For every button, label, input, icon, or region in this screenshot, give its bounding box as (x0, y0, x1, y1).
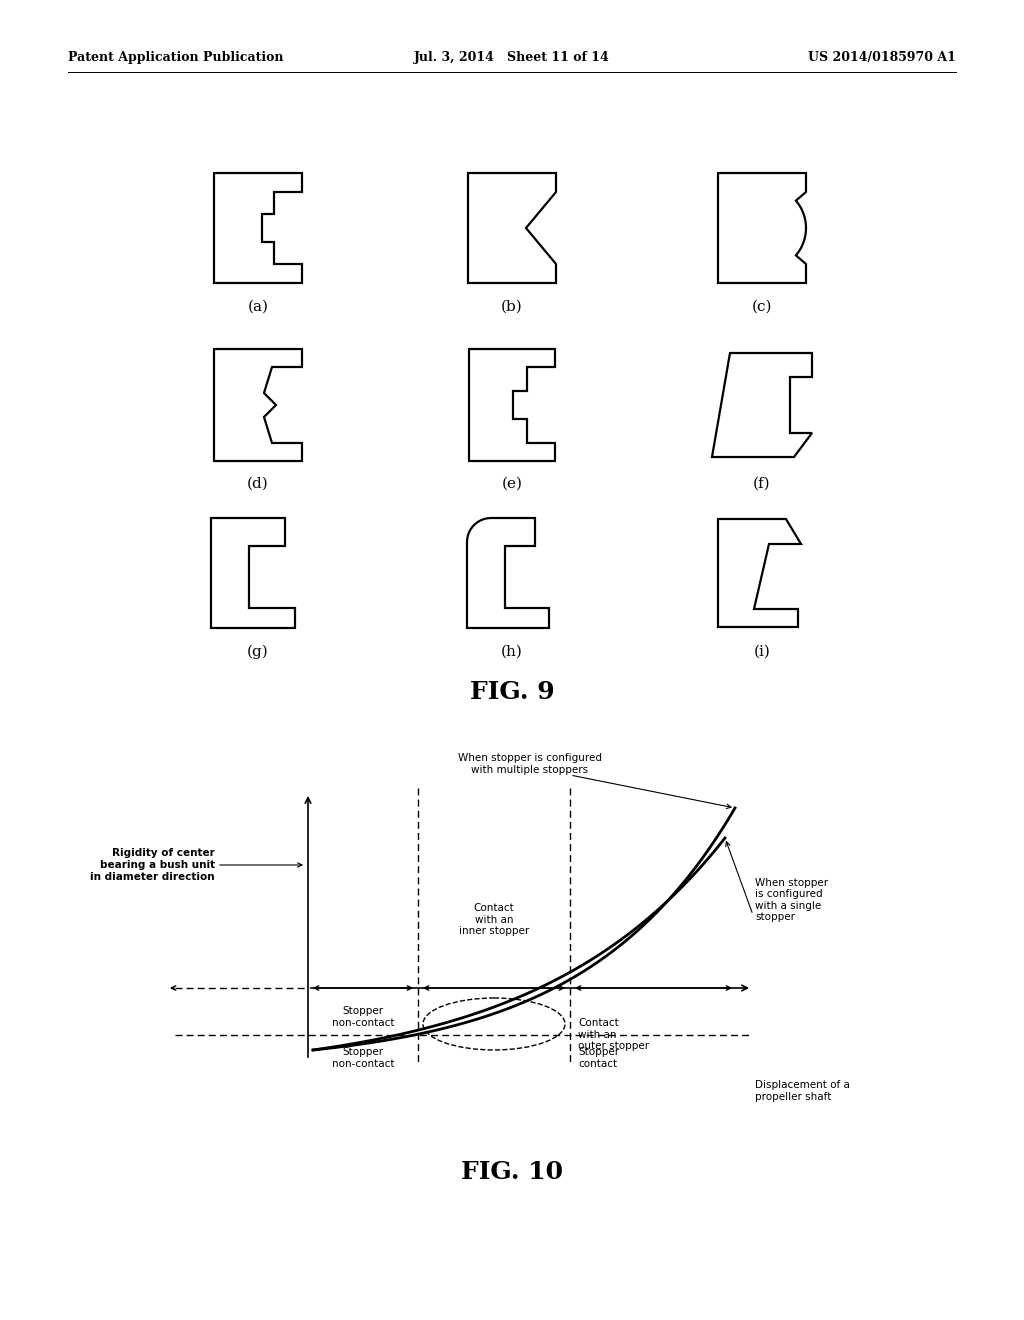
Text: (e): (e) (502, 477, 522, 491)
Text: (c): (c) (752, 300, 772, 314)
Text: Jul. 3, 2014   Sheet 11 of 14: Jul. 3, 2014 Sheet 11 of 14 (414, 51, 610, 65)
Text: (g): (g) (247, 645, 269, 660)
Text: Contact
with an
inner stopper: Contact with an inner stopper (459, 903, 529, 936)
Text: Contact
with an
outer stopper: Contact with an outer stopper (578, 1018, 649, 1051)
Text: (a): (a) (248, 300, 268, 314)
Text: Displacement of a
propeller shaft: Displacement of a propeller shaft (755, 1080, 850, 1102)
Text: Stopper
non-contact: Stopper non-contact (332, 1006, 394, 1027)
Text: Patent Application Publication: Patent Application Publication (68, 51, 284, 65)
Text: US 2014/0185970 A1: US 2014/0185970 A1 (808, 51, 956, 65)
Text: (f): (f) (754, 477, 771, 491)
Text: Stopper
contact: Stopper contact (578, 1047, 620, 1069)
Text: FIG. 9: FIG. 9 (470, 680, 554, 704)
Text: When stopper is configured
with multiple stoppers: When stopper is configured with multiple… (458, 754, 602, 775)
Text: (d): (d) (247, 477, 269, 491)
Text: (h): (h) (501, 645, 523, 659)
Text: Stopper
non-contact: Stopper non-contact (332, 1047, 394, 1069)
Text: (i): (i) (754, 645, 770, 659)
Text: FIG. 10: FIG. 10 (461, 1160, 563, 1184)
Text: Rigidity of center
bearing a bush unit
in diameter direction: Rigidity of center bearing a bush unit i… (90, 849, 215, 882)
Text: (b): (b) (501, 300, 523, 314)
Text: When stopper
is configured
with a single
stopper: When stopper is configured with a single… (755, 878, 828, 923)
